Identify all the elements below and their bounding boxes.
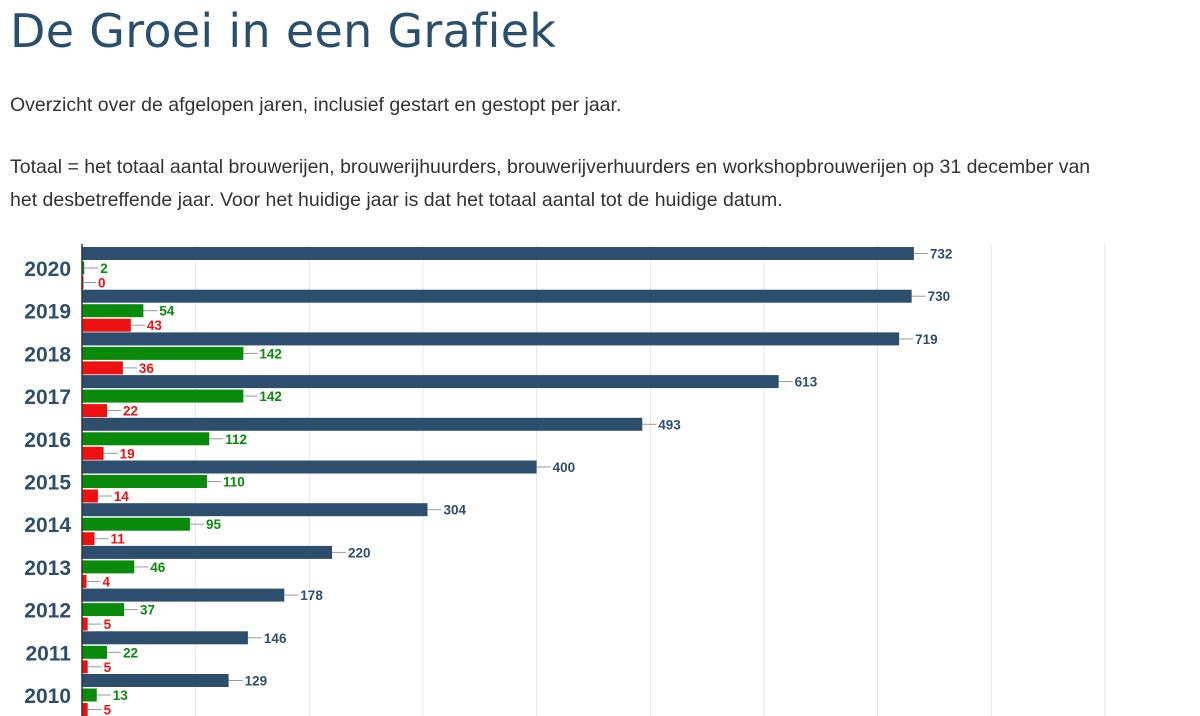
- year-label: 2018: [24, 343, 71, 366]
- data-label: 4: [103, 574, 111, 589]
- grid-lines: [195, 244, 1106, 716]
- data-labels: 7322073054437191423661314222493112194001…: [82, 247, 952, 716]
- bar: [82, 489, 98, 503]
- data-label: 493: [658, 417, 681, 432]
- bar: [82, 475, 208, 488]
- year-label: 2017: [24, 386, 71, 409]
- bar: [82, 389, 244, 403]
- data-label: 54: [159, 304, 175, 319]
- data-label: 2: [100, 261, 108, 276]
- bar: [82, 631, 248, 645]
- bar: [82, 645, 108, 659]
- y-axis: 2020 2019 2018 2017 2016 2015 2014 2013 2012 2011…: [24, 244, 83, 716]
- data-label: 142: [259, 346, 282, 361]
- description-text: Totaal = het totaal aantal brouwerijen, …: [10, 151, 1200, 217]
- bar: [82, 545, 333, 559]
- bar: [82, 574, 87, 588]
- data-label: 719: [915, 332, 938, 347]
- page-title: De Groei in een Grafiek: [10, 4, 557, 58]
- bar: [82, 318, 131, 332]
- bar: [82, 517, 190, 531]
- bars: [82, 247, 914, 716]
- year-label: 2014: [24, 514, 71, 537]
- data-label: 613: [795, 375, 818, 390]
- bar: [82, 404, 108, 418]
- data-label: 37: [140, 603, 155, 618]
- bar: [82, 261, 85, 275]
- data-label: 5: [104, 660, 112, 675]
- year-label: 2011: [25, 642, 71, 665]
- bar: [82, 332, 900, 346]
- data-label: 14: [114, 489, 130, 504]
- data-label: 13: [113, 688, 129, 703]
- year-label: 2020: [24, 258, 71, 281]
- data-label: 0: [98, 276, 106, 291]
- growth-bar-chart: 7322073054437191423661314222493112194001…: [24, 244, 1106, 716]
- bar: [82, 588, 285, 602]
- data-label: 110: [223, 475, 245, 490]
- bar: [82, 660, 88, 674]
- data-label: 400: [553, 460, 576, 475]
- data-label: 730: [928, 289, 951, 304]
- bar: [82, 617, 88, 631]
- year-label: 2010: [24, 685, 71, 708]
- bar: [82, 304, 144, 318]
- year-label: 2015: [24, 472, 71, 495]
- year-label: 2013: [24, 557, 71, 580]
- data-label: 178: [300, 588, 323, 603]
- bar: [82, 503, 428, 517]
- year-label: 2012: [24, 600, 71, 623]
- data-label: 22: [123, 645, 138, 660]
- description-line: Totaal = het totaal aantal brouwerijen, …: [10, 156, 1091, 178]
- bar: [82, 346, 244, 360]
- data-label: 46: [150, 560, 166, 575]
- bar: [82, 446, 104, 460]
- data-label: 142: [259, 389, 282, 404]
- bar: [82, 361, 123, 375]
- data-label: 95: [206, 517, 222, 532]
- bar: [82, 603, 125, 617]
- year-label: 2019: [24, 301, 71, 324]
- bar: [82, 674, 229, 687]
- data-label: 19: [120, 446, 135, 461]
- data-label: 11: [111, 532, 126, 547]
- data-label: 22: [123, 404, 138, 419]
- data-label: 146: [264, 631, 287, 646]
- data-label: 220: [348, 545, 371, 560]
- year-label: 2016: [24, 429, 71, 452]
- data-label: 5: [104, 703, 112, 716]
- bar: [82, 432, 210, 446]
- bar: [82, 289, 912, 303]
- bar: [82, 417, 643, 431]
- data-label: 112: [225, 432, 247, 447]
- bar: [82, 247, 914, 260]
- data-label: 43: [147, 318, 163, 333]
- bar: [82, 560, 135, 574]
- data-label: 5: [104, 617, 112, 632]
- bar: [82, 375, 779, 389]
- bar: [82, 688, 97, 702]
- bar: [82, 532, 95, 546]
- data-label: 732: [930, 247, 953, 262]
- intro-text: Overzicht over de afgelopen jaren, inclu…: [10, 94, 622, 116]
- data-label: 36: [139, 361, 155, 376]
- bar: [82, 460, 537, 474]
- bar: [82, 703, 88, 716]
- data-label: 129: [245, 674, 268, 689]
- description-line: het desbetreffende jaar. Voor het huidig…: [10, 189, 783, 211]
- data-label: 304: [443, 503, 466, 518]
